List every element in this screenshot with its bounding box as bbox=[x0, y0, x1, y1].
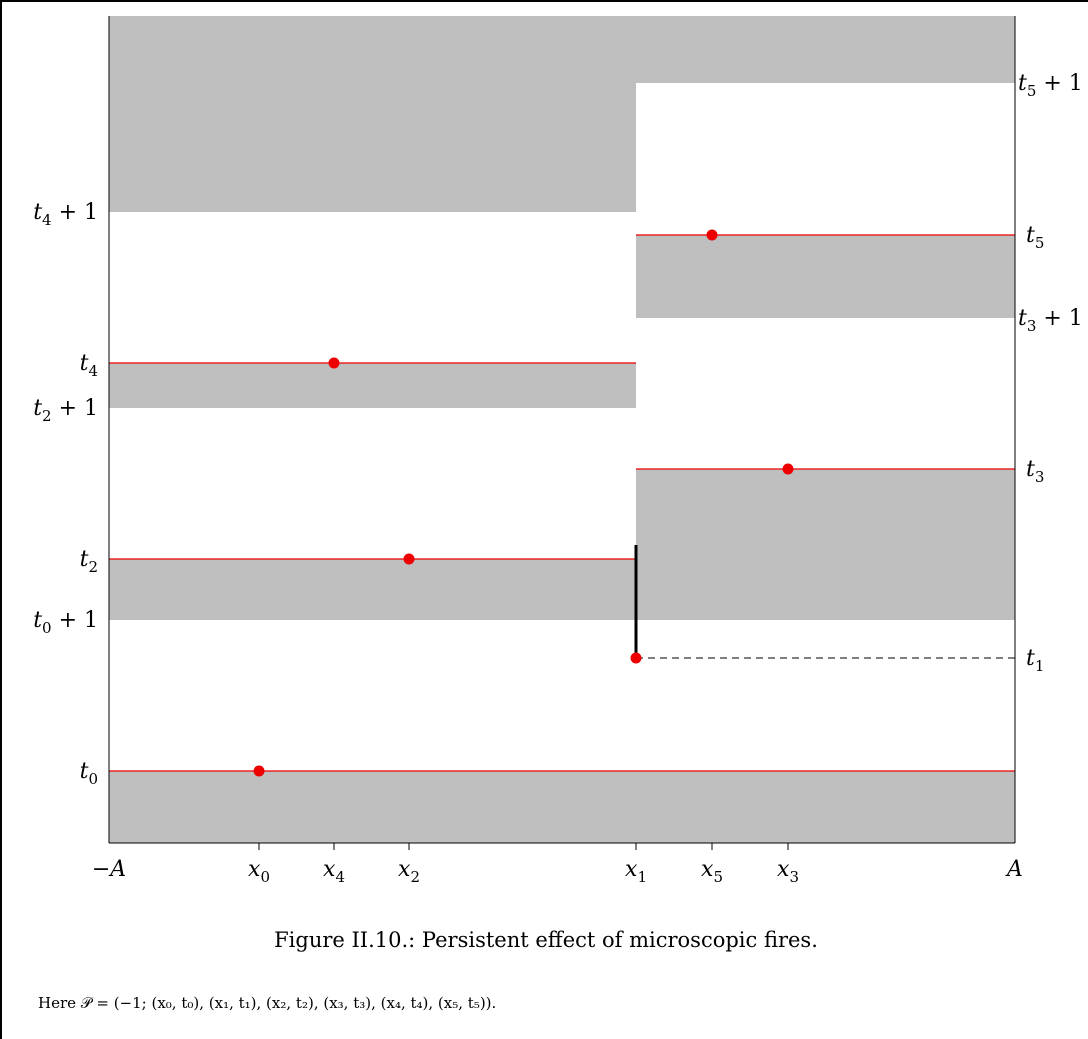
x-label-x1: x1 bbox=[625, 857, 647, 886]
figure-caption: Figure II.10.: Persistent effect of micr… bbox=[274, 928, 818, 952]
fire-point-0 bbox=[253, 765, 265, 777]
fire-points bbox=[253, 229, 794, 777]
axis-labels: −A x0 x4 x2 x1 x5 x3 At4 + 1 t4 t2 + 1 t2 t0 + 1 t0 t… bbox=[33, 71, 1083, 886]
right-label-t3p1: t3 + 1 bbox=[1018, 306, 1083, 335]
shade-base bbox=[109, 771, 1015, 843]
fire-point-5 bbox=[706, 229, 718, 241]
fire-point-3 bbox=[782, 463, 794, 475]
x-label-x2: x2 bbox=[398, 857, 420, 886]
figure-note: Here 𝒫 = (−1; (x₀, t₀), (x₁, t₁), (x₂, t… bbox=[38, 994, 497, 1012]
fires-diagram: −A x0 x4 x2 x1 x5 x3 At4 + 1 t4 t2 + 1 t2 t0 + 1 t0 t… bbox=[33, 16, 1083, 886]
axes bbox=[108, 16, 1016, 844]
shaded-regions bbox=[109, 16, 1015, 843]
shade-right-t3 bbox=[636, 469, 1015, 620]
shade-left-t4 bbox=[109, 363, 636, 408]
left-label-t0p1: t0 + 1 bbox=[33, 608, 98, 637]
shade-right-top bbox=[636, 16, 1015, 83]
shade-left-t2 bbox=[109, 559, 636, 620]
right-label-t5p1: t5 + 1 bbox=[1018, 71, 1083, 100]
x-label-A_pos: A bbox=[1005, 857, 1023, 882]
x-label-x4: x4 bbox=[323, 857, 345, 886]
x-axis-ticks bbox=[258, 843, 789, 850]
x-label-x0: x0 bbox=[248, 857, 270, 886]
left-label-t2p1: t2 + 1 bbox=[33, 396, 98, 425]
right-label-t1: t1 bbox=[1026, 646, 1044, 675]
x-label-x5: x5 bbox=[701, 857, 723, 886]
fire-point-2 bbox=[403, 553, 415, 565]
x-label-x3: x3 bbox=[777, 857, 799, 886]
left-label-t4: t4 bbox=[80, 351, 98, 380]
right-label-t5: t5 bbox=[1026, 223, 1044, 252]
fire-point-1 bbox=[630, 652, 642, 664]
shade-right-t5 bbox=[636, 235, 1015, 318]
left-label-t4p1: t4 + 1 bbox=[33, 200, 98, 229]
left-label-t0: t0 bbox=[80, 759, 98, 788]
x-label-A_neg: −A bbox=[92, 857, 126, 882]
fire-point-4 bbox=[328, 357, 340, 369]
right-label-t3: t3 bbox=[1026, 457, 1044, 486]
left-label-t2: t2 bbox=[80, 547, 98, 576]
shade-left-top bbox=[109, 16, 636, 212]
